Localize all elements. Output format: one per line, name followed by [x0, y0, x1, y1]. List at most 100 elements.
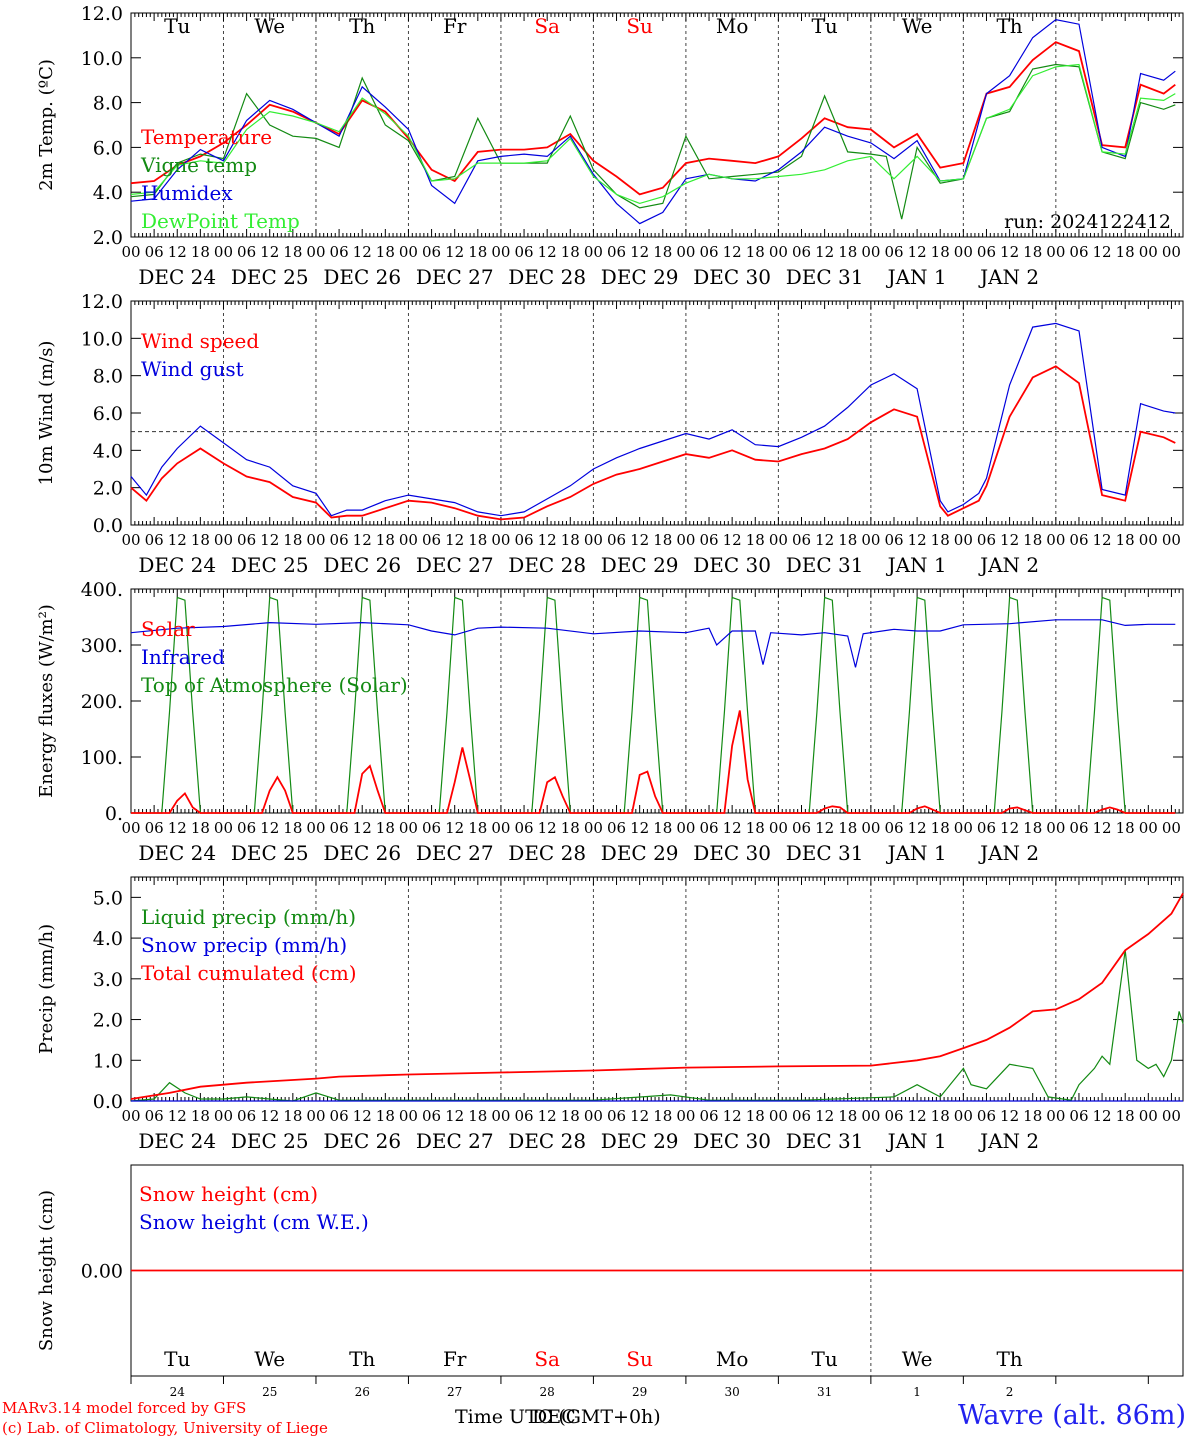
hour-tick-label: 06: [977, 531, 996, 549]
hour-tick-label: 00: [861, 1107, 880, 1125]
hour-tick-label: 06: [422, 1107, 441, 1125]
day-number: 31: [817, 1385, 832, 1399]
date-label: DEC 30: [693, 1129, 771, 1153]
y-tick-label: 8.0: [93, 93, 123, 115]
series-vigne-temp: [130, 63, 1176, 220]
y-tick-label: 5.0: [93, 887, 123, 909]
hour-tick-label: 12: [815, 243, 834, 261]
date-label: DEC 31: [786, 553, 864, 577]
hour-tick-label: 06: [699, 531, 718, 549]
hour-tick-label: 18: [1116, 243, 1135, 261]
y-tick-label: 0.00: [81, 1261, 123, 1283]
hour-tick-label: 06: [237, 1107, 256, 1125]
series-temperature: [130, 41, 1176, 196]
panel-frame: [130, 300, 1184, 526]
hour-tick-label: 06: [237, 243, 256, 261]
hour-tick-label: 12: [630, 819, 649, 837]
hour-tick-label: 18: [653, 243, 672, 261]
date-label: DEC 25: [231, 841, 309, 865]
y-tick-label: 0.: [105, 803, 123, 825]
hour-tick-label: 00: [399, 819, 418, 837]
y-axis-label: 10m Wind (m/s): [36, 341, 57, 486]
legend-entry: Wind gust: [141, 357, 244, 381]
hour-tick-label: 18: [746, 819, 765, 837]
y-tick-label: 300.: [81, 635, 123, 657]
weekday-label: Su: [626, 14, 653, 38]
hour-tick-label: 06: [1069, 1107, 1088, 1125]
hour-tick-label: 06: [330, 243, 349, 261]
panel-4: [130, 876, 1184, 1102]
hour-tick-label: 06: [422, 243, 441, 261]
hour-tick-label: 00: [954, 243, 973, 261]
date-label: DEC 27: [416, 265, 494, 289]
hour-tick-label: 06: [792, 243, 811, 261]
hour-tick-label: 00: [1162, 531, 1181, 549]
hour-tick-label: 18: [1023, 819, 1042, 837]
legend-entry: Liquid precip (mm/h): [141, 905, 356, 929]
hour-tick-label: 18: [1023, 243, 1042, 261]
y-tick-label: 10.0: [81, 48, 123, 70]
y-tick-label: 2.0: [93, 1010, 123, 1032]
hour-tick-label: 12: [168, 1107, 187, 1125]
weekday-label: We: [254, 1347, 285, 1371]
hour-tick-label: 00: [214, 243, 233, 261]
hour-tick-label: 00: [306, 531, 325, 549]
legend-entry: Solar: [141, 617, 195, 641]
day-number: 28: [540, 1385, 555, 1399]
series-top-of-atmosphere-solar-: [131, 596, 1176, 814]
hour-tick-label: 00: [584, 531, 603, 549]
day-number: 29: [632, 1385, 647, 1399]
date-label: DEC 24: [138, 1129, 216, 1153]
date-label: DEC 26: [323, 553, 401, 577]
date-label: JAN 2: [978, 265, 1039, 289]
series-humidex: [130, 19, 1176, 225]
date-label: DEC 28: [508, 265, 586, 289]
hour-tick-label: 00: [1046, 243, 1065, 261]
date-label: DEC 30: [693, 553, 771, 577]
hour-tick-label: 00: [121, 819, 140, 837]
y-tick-label: 2.0: [93, 478, 123, 500]
hour-tick-label: 00: [1139, 531, 1158, 549]
station-name: Wavre (alt. 86m): [958, 1400, 1186, 1431]
weekday-label: Tu: [812, 14, 838, 38]
hour-tick-label: 12: [260, 531, 279, 549]
hour-tick-label: 18: [191, 819, 210, 837]
date-label: DEC 27: [416, 1129, 494, 1153]
date-label: JAN 1: [886, 1129, 947, 1153]
hour-tick-label: 12: [538, 1107, 557, 1125]
series-total-cumulated-cm-: [130, 892, 1184, 1100]
hour-tick-label: 06: [422, 819, 441, 837]
hour-tick-label: 12: [353, 1107, 372, 1125]
y-tick-label: 6.0: [93, 137, 123, 159]
hour-tick-label: 12: [723, 819, 742, 837]
y-tick-label: 10.0: [81, 328, 123, 350]
hour-tick-label: 06: [1069, 819, 1088, 837]
hour-tick-label: 12: [630, 1107, 649, 1125]
hour-tick-label: 12: [908, 819, 927, 837]
hour-tick-label: 00: [214, 819, 233, 837]
weekday-label: Th: [349, 1347, 375, 1371]
hour-tick-label: 06: [515, 819, 534, 837]
hour-tick-label: 12: [260, 243, 279, 261]
y-tick-label: 100.: [81, 747, 123, 769]
hour-tick-label: 00: [1162, 243, 1181, 261]
hour-tick-label: 00: [1139, 1107, 1158, 1125]
date-label: DEC 27: [416, 553, 494, 577]
hour-tick-label: 06: [607, 1107, 626, 1125]
hour-tick-label: 18: [561, 819, 580, 837]
hour-tick-label: 12: [908, 243, 927, 261]
hour-tick-label: 00: [954, 1107, 973, 1125]
hour-tick-label: 18: [931, 243, 950, 261]
hour-tick-label: 12: [445, 819, 464, 837]
hour-tick-label: 00: [399, 1107, 418, 1125]
hour-tick-label: 00: [769, 819, 788, 837]
hour-tick-label: 00: [121, 531, 140, 549]
day-number: 26: [355, 1385, 370, 1399]
hour-tick-label: 18: [838, 243, 857, 261]
hour-tick-label: 00: [954, 819, 973, 837]
hour-tick-label: 06: [330, 819, 349, 837]
hour-tick-label: 06: [1069, 243, 1088, 261]
hour-tick-label: 12: [353, 243, 372, 261]
legend-entry: Vigne temp: [140, 153, 257, 177]
